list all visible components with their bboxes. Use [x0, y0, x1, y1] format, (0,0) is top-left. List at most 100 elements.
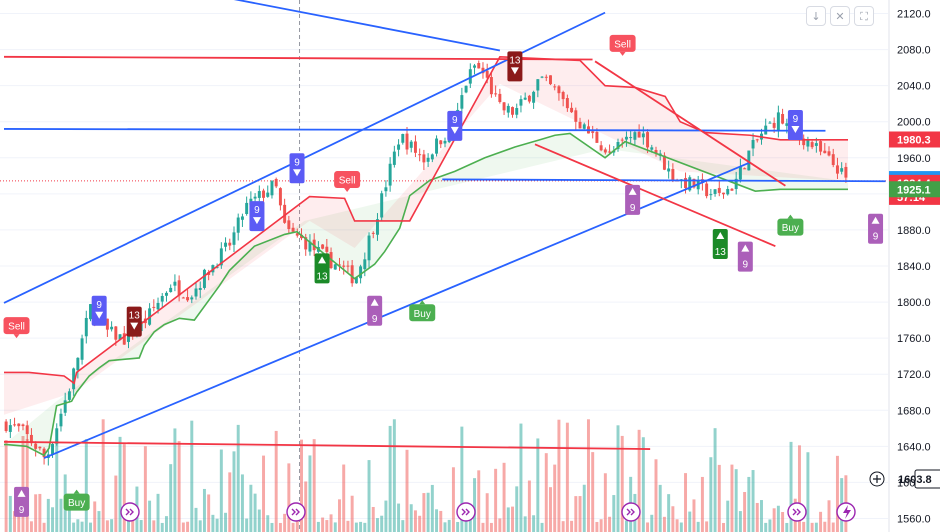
volume-bar — [654, 459, 658, 532]
candle-body — [654, 149, 658, 154]
volume-bar — [55, 439, 59, 532]
trend-line[interactable] — [534, 143, 776, 247]
volume-bar — [591, 452, 595, 532]
volume-bar — [249, 484, 253, 532]
volume-bar — [557, 419, 561, 532]
candle-body — [388, 163, 392, 186]
candle-body — [722, 192, 725, 195]
trend-lines[interactable] — [3, 0, 886, 459]
trend-line[interactable] — [442, 178, 886, 183]
sell-signal-label: Sell — [339, 176, 356, 187]
buy-label-pointer — [419, 300, 426, 305]
candle-body — [498, 93, 502, 102]
candle-body — [300, 234, 303, 239]
volume-bar — [274, 430, 278, 532]
volume-bar — [380, 515, 384, 532]
candle-body — [591, 131, 595, 133]
price-axis[interactable]: 2120.02080.02040.02000.01960.01920.01880… — [869, 0, 940, 532]
volume-bar — [228, 472, 232, 532]
volume-bar — [354, 522, 358, 532]
candle-body — [637, 131, 641, 138]
setup-up-marker-box — [737, 241, 753, 272]
volume-bar — [586, 419, 590, 532]
volume-bar — [295, 516, 299, 532]
trend-line[interactable] — [3, 128, 826, 132]
volume-bar — [764, 522, 768, 532]
trend-line[interactable] — [3, 11, 606, 304]
price-label: 1925.1 — [897, 184, 931, 196]
volume-bar — [460, 426, 464, 532]
candle-body — [443, 140, 447, 144]
volume-bar — [371, 506, 375, 532]
candle-body — [194, 288, 198, 297]
session-break-icon[interactable] — [787, 502, 807, 522]
candle-body — [274, 178, 278, 187]
candle-body — [245, 202, 249, 214]
candle-body — [692, 178, 696, 188]
candle-body — [350, 265, 354, 284]
volume-bar — [426, 492, 430, 532]
volume-bar — [785, 522, 789, 532]
candle-body — [646, 132, 650, 148]
volume-bar — [751, 470, 755, 532]
volume-bar — [67, 509, 71, 532]
candle-body — [464, 85, 468, 93]
volume-bar — [93, 501, 97, 532]
arrow-up-icon — [628, 187, 637, 195]
candle-body — [55, 428, 59, 444]
candle-body — [810, 142, 814, 148]
price-tick-label: 2000.0 — [897, 117, 931, 129]
candle-body — [502, 102, 506, 111]
volume-bar — [722, 522, 725, 532]
arrow-down-icon — [130, 322, 139, 330]
volume-bar — [549, 487, 552, 532]
close-icon[interactable]: ✕ — [830, 6, 850, 26]
arrow-down-icon[interactable]: ↓ — [806, 6, 826, 26]
volume-bar — [21, 436, 25, 532]
volume-bar — [232, 451, 236, 532]
candle-body — [224, 242, 228, 247]
candle-body — [114, 326, 118, 340]
volume-bar — [789, 441, 793, 532]
volume-bar — [110, 519, 114, 532]
volume-bar — [25, 439, 29, 532]
session-markers[interactable] — [120, 502, 856, 522]
trend-line[interactable] — [192, 0, 501, 52]
candle-body — [468, 69, 472, 84]
trend-line[interactable] — [3, 55, 593, 61]
session-break-icon[interactable] — [456, 502, 476, 522]
volume-bar — [152, 520, 156, 532]
trend-line[interactable] — [594, 60, 786, 187]
volume-bar — [498, 518, 502, 532]
volume-bar — [114, 475, 118, 532]
setup-up-marker-box — [14, 486, 30, 517]
price-label-box — [889, 181, 940, 198]
arrow-down-icon — [293, 169, 302, 177]
session-break-icon[interactable] — [621, 502, 641, 522]
candle-body — [439, 140, 443, 145]
volume-bar — [675, 519, 679, 532]
session-break-icon[interactable] — [120, 502, 140, 522]
volume-bar — [375, 518, 379, 532]
volume-bar — [768, 519, 772, 532]
volume-bar — [118, 436, 122, 532]
candle-body — [489, 77, 493, 95]
price-tick-label: 1760.0 — [897, 333, 931, 345]
volume-bar — [76, 519, 80, 532]
volume-bar — [823, 521, 827, 532]
candle-body — [481, 67, 485, 74]
volume-bar — [760, 500, 763, 532]
session-break-icon[interactable] — [286, 502, 306, 522]
volume-bar — [810, 522, 814, 532]
volume-bar — [523, 516, 527, 532]
volume-bar — [122, 444, 126, 532]
volume-bar — [346, 520, 350, 532]
candle-body — [89, 304, 92, 320]
candle-body — [688, 177, 692, 191]
candle-body — [827, 151, 831, 156]
expand-icon[interactable]: ⛶ — [854, 6, 874, 26]
arrow-up-icon — [17, 489, 26, 497]
trend-line[interactable] — [3, 440, 651, 450]
candle-body — [84, 317, 88, 337]
